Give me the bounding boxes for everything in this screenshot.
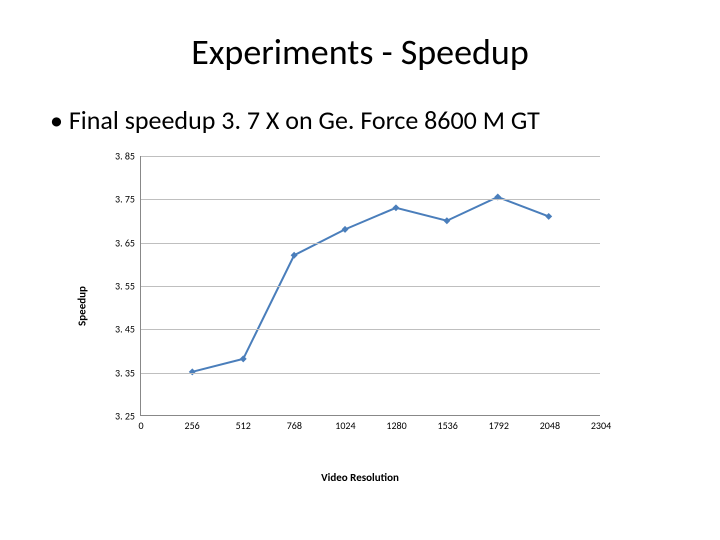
data-point	[240, 355, 247, 362]
x-axis-label: Video Resolution	[321, 471, 399, 484]
x-tick-label: 512	[236, 419, 251, 432]
x-tick-label: 1024	[335, 419, 355, 432]
x-tick-label: 2048	[540, 419, 560, 432]
data-point	[291, 252, 298, 259]
y-tick-label: 3. 45	[115, 323, 135, 336]
x-tick-label: 1792	[489, 419, 509, 432]
bullet-text: Final speedup 3. 7 X on Ge. Force 8600 M…	[50, 104, 680, 136]
slide: Experiments - Speedup Final speedup 3. 7…	[0, 0, 720, 540]
data-point	[392, 204, 399, 211]
y-tick-label: 3. 75	[115, 193, 135, 206]
gridline	[141, 199, 600, 200]
y-tick-label: 3. 55	[115, 280, 135, 293]
data-point	[342, 226, 349, 233]
data-point	[443, 217, 450, 224]
plot-area: 3. 253. 353. 453. 553. 653. 753. 8502565…	[140, 156, 600, 416]
x-tick-label: 768	[287, 419, 302, 432]
y-tick-label: 3. 65	[115, 236, 135, 249]
data-point	[545, 213, 552, 220]
y-axis-label: Speedup	[76, 286, 89, 326]
gridline	[141, 329, 600, 330]
x-tick-label: 2304	[591, 419, 611, 432]
gridline	[141, 156, 600, 157]
y-tick-label: 3. 85	[115, 150, 135, 163]
slide-title: Experiments - Speedup	[40, 30, 680, 74]
gridline	[141, 243, 600, 244]
gridline	[141, 373, 600, 374]
x-tick-label: 1536	[438, 419, 458, 432]
gridline	[141, 286, 600, 287]
x-tick-label: 1280	[386, 419, 406, 432]
y-tick-label: 3. 35	[115, 366, 135, 379]
series-line	[192, 197, 548, 372]
x-tick-label: 256	[185, 419, 200, 432]
speedup-chart: Speedup 3. 253. 353. 453. 553. 653. 753.…	[100, 156, 620, 456]
y-tick-label: 3. 25	[115, 410, 135, 423]
x-tick-label: 0	[138, 419, 143, 432]
